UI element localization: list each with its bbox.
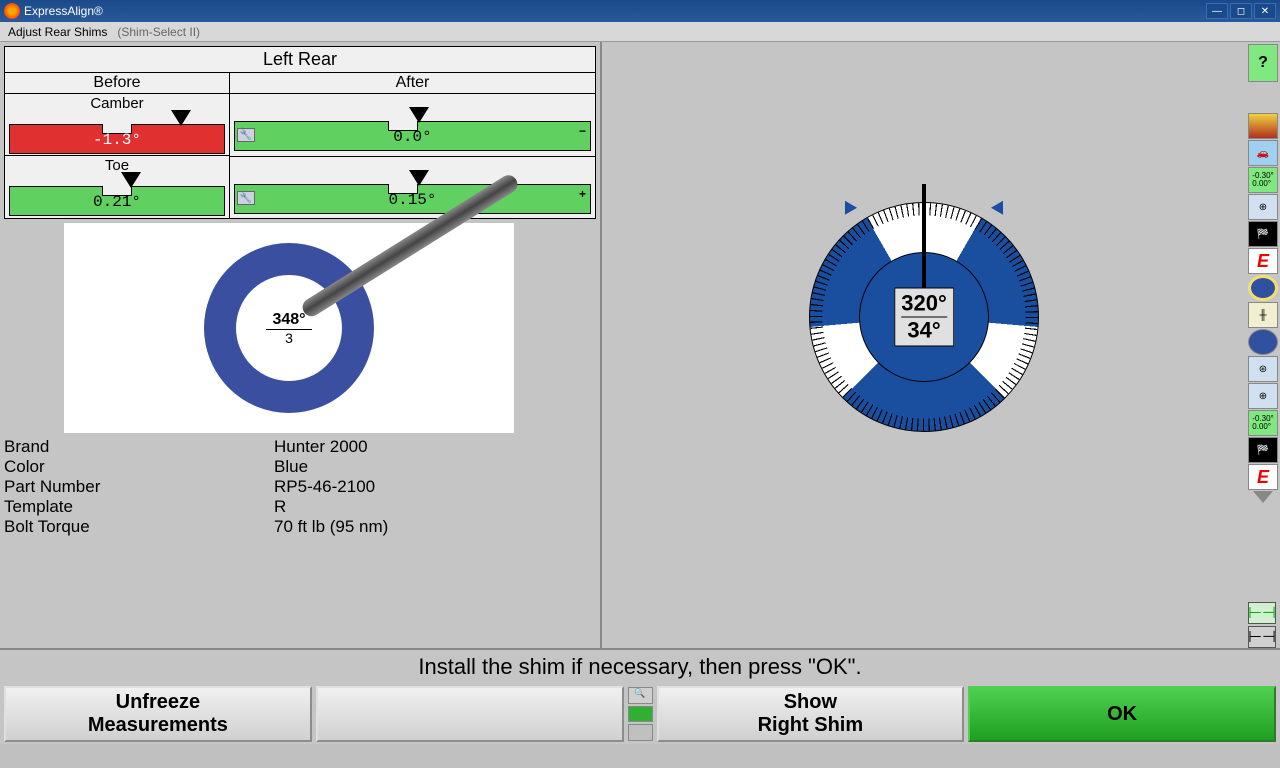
before-camber-value: -1.3°: [10, 131, 224, 149]
titlebar: ExpressAlign® — ◻ ✕: [0, 0, 1280, 22]
shim-photo: 348° 3: [64, 223, 514, 433]
express-icon-2[interactable]: E: [1248, 464, 1278, 490]
steering-icon-1[interactable]: ⊕: [1248, 194, 1278, 220]
toe-label: Toe: [9, 157, 225, 174]
checkerboard-icon-1[interactable]: 🏁: [1248, 221, 1278, 247]
instruction-text: Install the shim if necessary, then pres…: [0, 648, 1280, 684]
readings-icon-2[interactable]: -0.30° 0.00°: [1248, 410, 1278, 436]
dial-deg-bottom: 34°: [901, 318, 947, 344]
minimize-button[interactable]: —: [1206, 3, 1228, 19]
meas-title: Left Rear: [5, 47, 595, 73]
right-sidebar: ? 🚗 -0.30° 0.00° ⊕ 🏁 E ╫ ⊛ ⊕ -0.30° 0.00…: [1246, 42, 1280, 648]
wheel-icon[interactable]: [1248, 275, 1278, 301]
before-toe-gauge: 0.21°: [9, 186, 225, 216]
wheel-icon-2[interactable]: [1248, 329, 1278, 355]
spec-torque-value: 70 ft lb (95 nm): [274, 517, 388, 537]
spec-color-label: Color: [4, 457, 274, 477]
checkerboard-icon-2[interactable]: 🏁: [1248, 437, 1278, 463]
zoom-selector[interactable]: 🔍: [628, 686, 653, 742]
after-toe-gauge: − + 🔧 0.15°: [234, 184, 591, 214]
dial-deg-top: 320°: [901, 291, 947, 318]
spec-brand-value: Hunter 2000: [274, 437, 368, 457]
show-right-shim-button[interactable]: Show Right Shim: [657, 686, 965, 742]
axle-gray-icon[interactable]: ⊢⊣: [1248, 626, 1276, 648]
spec-part-label: Part Number: [4, 477, 274, 497]
menubar: Adjust Rear Shims (Shim-Select II): [0, 22, 1280, 42]
app-icon: [4, 3, 20, 19]
blank-button[interactable]: [316, 686, 624, 742]
spec-torque-label: Bolt Torque: [4, 517, 274, 537]
dial-marker-right: [991, 197, 1009, 214]
right-panel: 320° 34°: [600, 42, 1246, 648]
magnify-icon[interactable]: 🔍: [628, 687, 653, 704]
steering-icon-2[interactable]: ⊛: [1248, 356, 1278, 382]
help-icon[interactable]: ?: [1248, 44, 1278, 82]
axle-green-icon[interactable]: ⊢⊣: [1248, 602, 1276, 624]
gray-block[interactable]: [628, 724, 653, 741]
axle-icon[interactable]: ╫: [1248, 302, 1278, 328]
after-toe-value: 0.15°: [235, 191, 590, 209]
after-camber-value: 0.0°: [235, 128, 590, 146]
after-camber-gauge: + − 🔧 0.0°: [234, 121, 591, 151]
spec-brand-label: Brand: [4, 437, 274, 457]
spec-part-value: RP5-46-2100: [274, 477, 375, 497]
button-bar: Unfreeze Measurements 🔍 Show Right Shim …: [0, 684, 1280, 744]
spec-template-label: Template: [4, 497, 274, 517]
shim-number: 3: [285, 330, 293, 346]
spec-template-value: R: [274, 497, 286, 517]
spec-color-value: Blue: [274, 457, 308, 477]
menu-item-adjust[interactable]: Adjust Rear Shims: [8, 25, 107, 39]
camber-label: Camber: [9, 95, 225, 112]
shim-dial: 320° 34°: [809, 202, 1039, 432]
before-header: Before: [5, 73, 229, 94]
before-toe-value: 0.21°: [10, 193, 224, 211]
readings-icon-1[interactable]: -0.30° 0.00°: [1248, 167, 1278, 193]
vehicle-icon[interactable]: 🚗: [1248, 140, 1278, 166]
window-title: ExpressAlign®: [24, 4, 103, 18]
suspension-icon[interactable]: [1248, 113, 1278, 139]
ok-button[interactable]: OK: [968, 686, 1276, 742]
green-block[interactable]: [628, 706, 653, 723]
express-icon-1[interactable]: E: [1248, 248, 1278, 274]
maximize-button[interactable]: ◻: [1230, 3, 1252, 19]
after-header: After: [230, 73, 595, 94]
dial-marker-left: [839, 197, 857, 214]
dial-needle: [922, 184, 926, 296]
unfreeze-button[interactable]: Unfreeze Measurements: [4, 686, 312, 742]
steering-icon-3[interactable]: ⊕: [1248, 383, 1278, 409]
down-arrow-icon: [1253, 491, 1273, 503]
specs-table: BrandHunter 2000 ColorBlue Part NumberRP…: [4, 437, 596, 537]
menu-item-shimselect: (Shim-Select II): [117, 25, 200, 39]
before-camber-gauge: -1.3°: [9, 124, 225, 154]
close-button[interactable]: ✕: [1254, 3, 1276, 19]
left-panel: Left Rear Before After Camber: [0, 42, 600, 648]
